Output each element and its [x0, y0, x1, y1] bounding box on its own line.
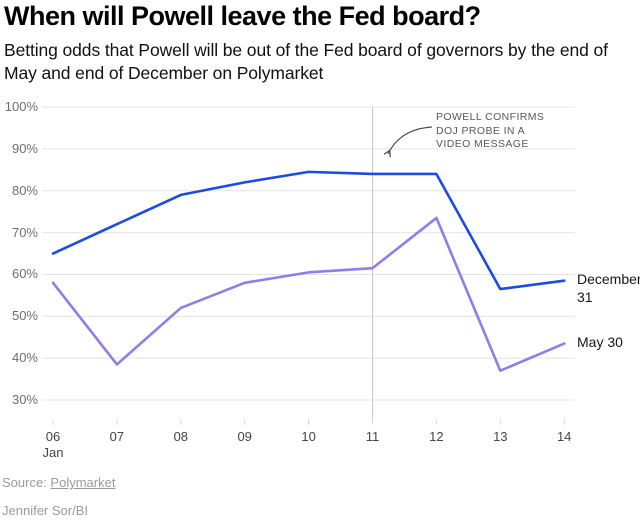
x-axis-month-label: Jan [42, 445, 64, 460]
x-axis-tick-label: 13 [493, 429, 508, 444]
annotation-arrow [388, 126, 433, 154]
series-label-december-31: December 31 [577, 271, 640, 305]
page-title: When will Powell leave the Fed board? [4, 1, 481, 31]
x-axis-tick-label: 11 [365, 429, 380, 444]
chart-subtitle: Betting odds that Powell will be out of … [4, 40, 608, 83]
y-axis-tick-label: 30% [11, 392, 38, 408]
source-prefix: Source: [2, 475, 51, 490]
y-axis-tick-label: 100% [4, 99, 38, 114]
x-axis-tick-label: 06 [45, 429, 61, 444]
x-axis-tick-label: 07 [109, 429, 125, 444]
y-axis-tick-label: 90% [11, 140, 38, 156]
y-axis-tick-label: 70% [11, 224, 38, 240]
x-axis-tick-label: 14 [556, 429, 572, 444]
x-axis-tick-label: 12 [429, 429, 444, 444]
y-axis-tick-label: 40% [11, 350, 38, 366]
x-axis-tick-label: 10 [301, 429, 316, 444]
source-line: Source: Polymarket [2, 475, 115, 490]
annotation-line: DOJ PROBE IN A [436, 124, 526, 137]
y-axis-tick-label: 50% [11, 308, 38, 324]
y-axis-tick-label: 60% [11, 266, 38, 282]
source-link[interactable]: Polymarket [50, 475, 116, 490]
annotation-line: POWELL CONFIRMS [436, 111, 545, 123]
x-axis-tick-label: 09 [237, 429, 252, 444]
series-line-may-30 [51, 216, 566, 373]
series-line-december-31 [51, 170, 566, 291]
series-label-may-30: May 30 [577, 334, 623, 350]
y-axis-tick-label: 80% [11, 182, 38, 198]
x-axis-tick-label: 08 [173, 429, 189, 444]
byline: Jennifer Sor/BI [2, 503, 88, 518]
event-annotation: POWELL CONFIRMS DOJ PROBE IN A VIDEO MES… [436, 111, 566, 152]
annotation-line: VIDEO MESSAGE [436, 138, 529, 150]
